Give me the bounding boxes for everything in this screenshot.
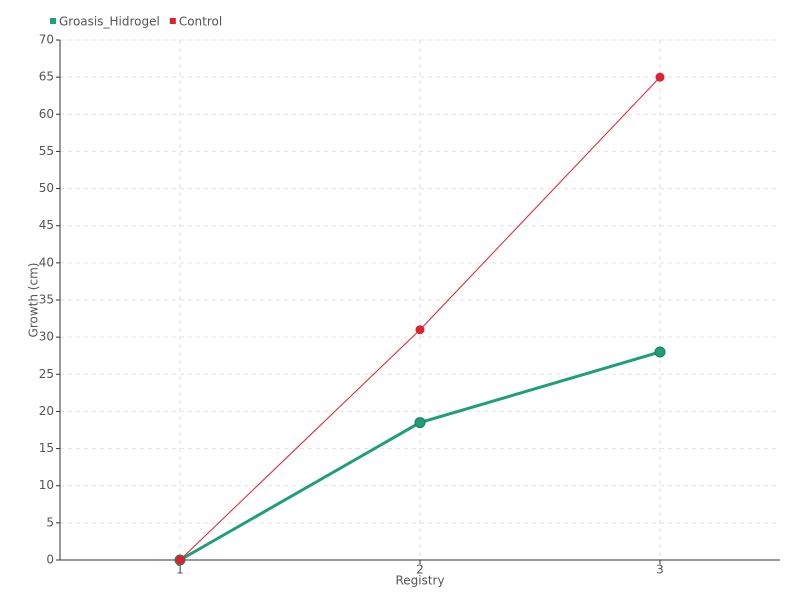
x-tick-label: 3 (656, 563, 664, 577)
y-tick-label: 10 (39, 478, 54, 492)
data-point (655, 72, 665, 82)
data-point (415, 325, 425, 335)
y-tick-label: 55 (39, 144, 54, 158)
data-point (654, 346, 666, 358)
y-tick-label: 40 (39, 255, 54, 269)
data-point (175, 555, 185, 565)
y-tick-label: 45 (39, 218, 54, 232)
y-tick-label: 15 (39, 441, 54, 455)
data-point (414, 417, 426, 429)
x-tick-label: 2 (416, 563, 424, 577)
y-tick-label: 70 (39, 33, 54, 47)
y-tick-label: 35 (39, 293, 54, 307)
y-tick-label: 65 (39, 70, 54, 84)
y-tick-label: 30 (39, 330, 54, 344)
legend-swatch (169, 18, 176, 24)
x-tick-label: 1 (176, 563, 184, 577)
y-tick-label: 0 (46, 553, 54, 567)
x-axis-label: Registry (395, 574, 444, 588)
series-line (179, 76, 661, 561)
y-tick-label: 60 (39, 107, 54, 121)
legend-label: Groasis_Hidrogel (59, 15, 160, 29)
y-axis-label: Growth (cm) (27, 263, 41, 338)
y-tick-label: 20 (39, 404, 54, 418)
legend-label: Control (179, 15, 222, 29)
legend-swatch (50, 18, 56, 24)
y-tick-label: 25 (39, 367, 54, 381)
y-tick-label: 50 (39, 181, 54, 195)
y-tick-label: 5 (46, 515, 54, 529)
